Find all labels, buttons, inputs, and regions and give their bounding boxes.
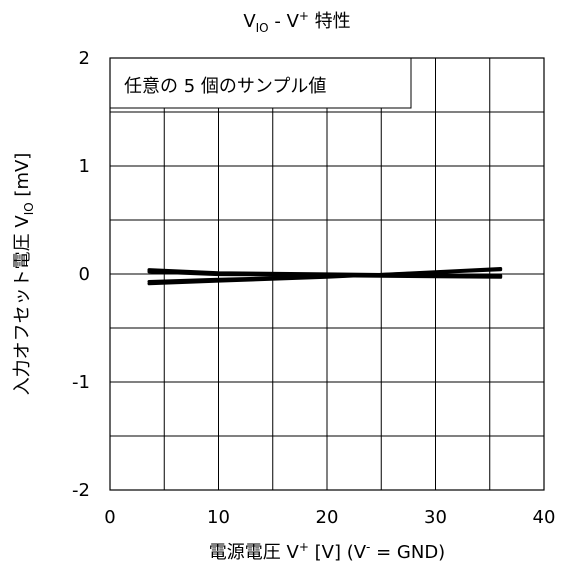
x-tick-labels: 0 10 20 30 40: [104, 507, 555, 528]
x-tick-label: 40: [533, 507, 556, 528]
annotation-text: 任意の 5 個のサンプル値: [124, 76, 326, 97]
y-tick-label: -1: [72, 372, 90, 393]
y-tick-label: -2: [72, 480, 90, 501]
series-group: [147, 267, 503, 286]
x-tick-label: 0: [104, 507, 115, 528]
x-tick-label: 20: [316, 507, 339, 528]
series-line-5: [147, 268, 503, 278]
plot-frame: [109, 57, 545, 491]
x-axis-label: 電源電圧 V+ [V] (V- = GND): [209, 540, 445, 563]
x-tick-label: 10: [207, 507, 230, 528]
chart-title: VIO - V+ 特性: [243, 9, 350, 35]
y-tick-label: 1: [79, 156, 90, 177]
y-axis-label: 入力オフセット電圧 VIO [mV]: [12, 153, 36, 396]
y-tick-labels: 2 1 0 -1 -2: [72, 48, 90, 501]
y-tick-label: 0: [79, 264, 90, 285]
annotation-box: [109, 57, 412, 109]
y-tick-label: 2: [79, 48, 90, 69]
x-tick-label: 30: [424, 507, 447, 528]
